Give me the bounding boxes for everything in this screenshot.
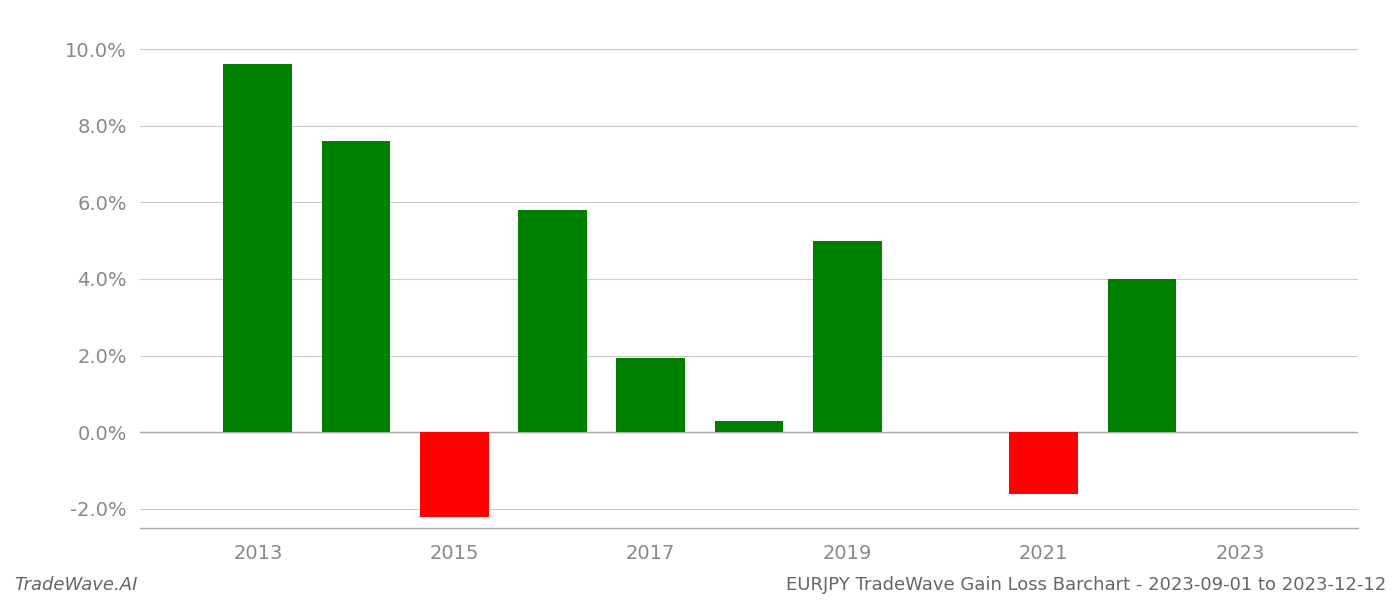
Bar — [322, 141, 391, 432]
Bar — [224, 64, 293, 432]
Text: EURJPY TradeWave Gain Loss Barchart - 2023-09-01 to 2023-12-12: EURJPY TradeWave Gain Loss Barchart - 20… — [785, 576, 1386, 594]
Bar — [420, 432, 489, 517]
Bar — [518, 210, 587, 432]
Bar — [714, 421, 784, 432]
Bar — [616, 358, 685, 432]
Bar — [1107, 279, 1176, 432]
Bar — [1009, 432, 1078, 494]
Bar — [813, 241, 882, 432]
Text: TradeWave.AI: TradeWave.AI — [14, 576, 137, 594]
